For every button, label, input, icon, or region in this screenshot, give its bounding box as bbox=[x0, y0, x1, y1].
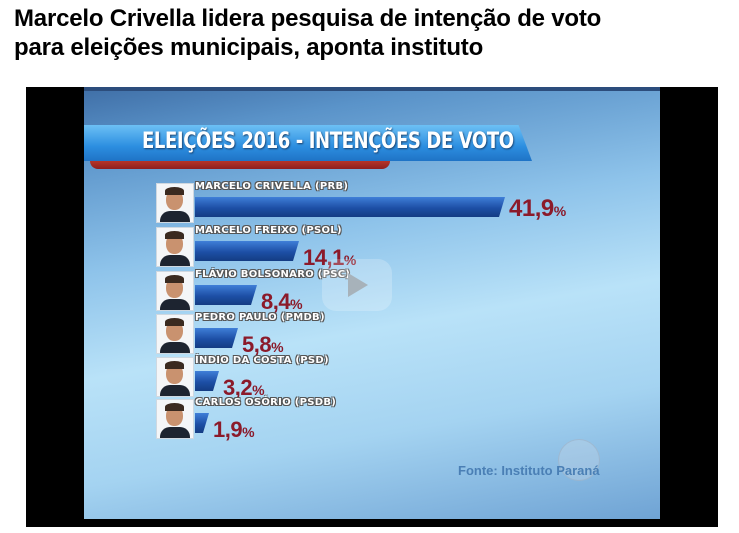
candidate-row: ÍNDIO DA COSTA (PSD) 3,2% bbox=[156, 355, 656, 400]
vote-bar bbox=[195, 197, 505, 217]
vote-percentage: 1,9% bbox=[213, 417, 255, 442]
play-icon bbox=[348, 273, 368, 297]
candidate-photo bbox=[156, 399, 194, 439]
article-headline: Marcelo Crivella lidera pesquisa de inte… bbox=[14, 4, 601, 62]
vote-bar bbox=[195, 241, 299, 261]
vote-bar bbox=[195, 413, 209, 433]
candidate-row: CARLOS OSÓRIO (PSDB) 1,9% bbox=[156, 397, 656, 442]
candidate-name: PEDRO PAULO (PMDB) bbox=[195, 312, 325, 323]
title-banner bbox=[84, 125, 532, 161]
title-accent-bar bbox=[90, 159, 390, 169]
candidate-photo bbox=[156, 183, 194, 223]
vote-percentage: 41,9% bbox=[509, 195, 566, 222]
vote-bar bbox=[195, 328, 238, 348]
candidate-row: FLÁVIO BOLSONARO (PSC) 8,4% bbox=[156, 269, 656, 314]
candidate-name: CARLOS OSÓRIO (PSDB) bbox=[195, 397, 337, 408]
candidate-photo bbox=[156, 227, 194, 267]
vote-percentage: 3,2% bbox=[223, 375, 265, 400]
candidate-row: MARCELO CRIVELLA (PRB) 41,9% bbox=[156, 181, 656, 225]
vote-bar bbox=[195, 371, 219, 391]
candidate-name: MARCELO CRIVELLA (PRB) bbox=[195, 181, 349, 192]
globe-logo-icon bbox=[558, 439, 600, 481]
play-button[interactable] bbox=[322, 259, 392, 311]
chart-title: ELEIÇÕES 2016 - INTENÇÕES DE VOTO bbox=[142, 129, 514, 154]
top-strip bbox=[84, 87, 660, 91]
vote-percentage: 5,8% bbox=[242, 332, 284, 357]
vote-percentage: 14,1% bbox=[303, 245, 356, 270]
vote-percentage: 8,4% bbox=[261, 289, 303, 314]
source-caption: Fonte: Instituto Paraná bbox=[458, 463, 600, 478]
headline-line-1: Marcelo Crivella lidera pesquisa de inte… bbox=[14, 5, 602, 32]
video-player[interactable]: ELEIÇÕES 2016 - INTENÇÕES DE VOTO MARCEL… bbox=[26, 87, 718, 527]
candidate-photo bbox=[156, 357, 194, 397]
candidate-row: PEDRO PAULO (PMDB) 5,8% bbox=[156, 312, 656, 357]
candidate-row: MARCELO FREIXO (PSOL) 14,1% bbox=[156, 225, 656, 270]
candidate-photo bbox=[156, 314, 194, 354]
vote-bar bbox=[195, 285, 257, 305]
candidate-photo bbox=[156, 271, 194, 311]
headline-line-2: para eleições municipais, aponta institu… bbox=[14, 34, 484, 61]
video-frame[interactable]: ELEIÇÕES 2016 - INTENÇÕES DE VOTO MARCEL… bbox=[84, 87, 660, 519]
candidate-name: FLÁVIO BOLSONARO (PSC) bbox=[195, 269, 351, 280]
candidate-name: MARCELO FREIXO (PSOL) bbox=[195, 225, 342, 236]
candidate-name: ÍNDIO DA COSTA (PSD) bbox=[195, 355, 329, 366]
